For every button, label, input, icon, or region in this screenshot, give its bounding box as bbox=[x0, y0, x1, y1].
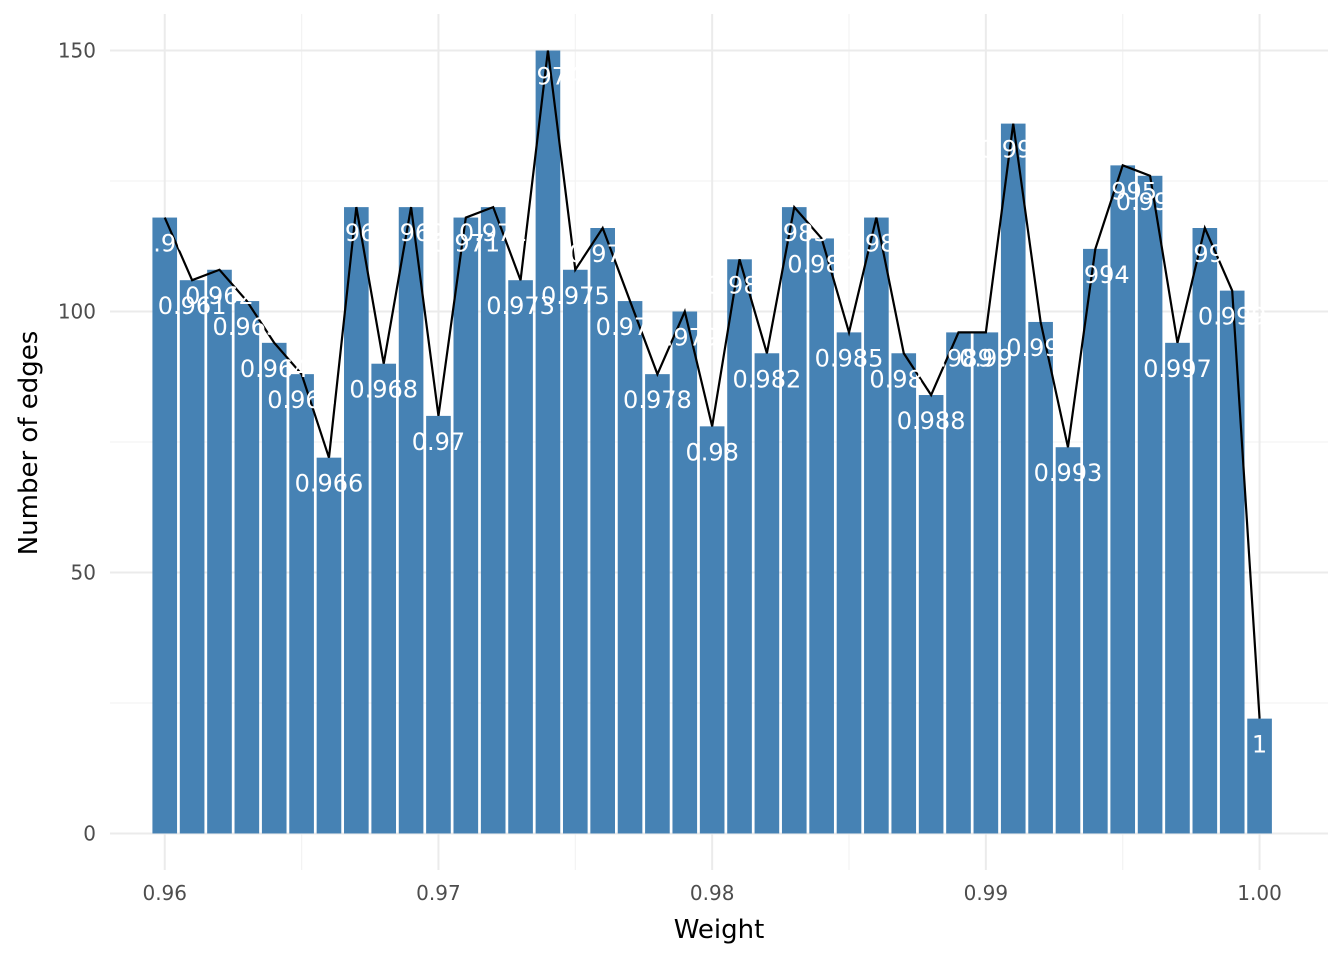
bar bbox=[289, 374, 314, 834]
bar bbox=[617, 301, 643, 834]
bar bbox=[179, 280, 205, 834]
bar-data-label: 0.998 bbox=[1170, 240, 1239, 268]
bar bbox=[1219, 290, 1245, 834]
bar-data-label: 0.999 bbox=[1198, 303, 1267, 331]
bar-data-label: 0.995 bbox=[1088, 177, 1157, 205]
bar bbox=[809, 238, 834, 834]
bar bbox=[234, 301, 260, 834]
bar-data-label: 0.97 bbox=[412, 428, 465, 456]
bar bbox=[946, 332, 971, 834]
bar bbox=[453, 217, 479, 834]
bar bbox=[1028, 321, 1053, 834]
bar bbox=[699, 426, 725, 834]
bar-data-label: 0.992 bbox=[1006, 334, 1075, 362]
bar-data-label: 0.981 bbox=[705, 271, 774, 299]
bar bbox=[1055, 447, 1081, 834]
bar-data-label: 0.968 bbox=[349, 376, 418, 404]
bar-data-label: 0.99 bbox=[959, 344, 1012, 372]
bar bbox=[754, 353, 780, 834]
bar bbox=[727, 259, 752, 834]
bar-data-label: 0.983 bbox=[760, 219, 829, 247]
bar bbox=[645, 374, 670, 834]
bar bbox=[398, 207, 424, 834]
bar bbox=[1110, 165, 1136, 834]
bar-data-label: 0.985 bbox=[815, 344, 884, 372]
bar-data-label: 0.989 bbox=[924, 344, 993, 372]
bar-data-label: 0.984 bbox=[787, 250, 856, 278]
bar-data-label: 0.974 bbox=[514, 63, 583, 91]
y-tick-label: 100 bbox=[58, 300, 96, 324]
bar bbox=[918, 395, 944, 834]
bar-data-label: 0.98 bbox=[685, 438, 738, 466]
bar bbox=[316, 457, 342, 834]
bar bbox=[344, 207, 369, 834]
bar bbox=[1247, 718, 1272, 834]
bar-data-label: 0.982 bbox=[733, 365, 802, 393]
bar bbox=[480, 207, 506, 834]
bar bbox=[1137, 175, 1163, 834]
bar-data-label: 0.988 bbox=[897, 407, 966, 435]
bar-data-label: 0.969 bbox=[377, 219, 446, 247]
bar bbox=[207, 269, 232, 834]
x-tick-label: 0.98 bbox=[690, 881, 735, 905]
bar bbox=[1192, 228, 1218, 834]
bar bbox=[562, 269, 588, 834]
x-axis-title: Weight bbox=[674, 915, 765, 945]
bar-data-label: 0.96 bbox=[138, 230, 191, 258]
bar-data-label: 0.994 bbox=[1061, 261, 1130, 289]
bar-data-label: 0.963 bbox=[212, 313, 281, 341]
bar-data-label: 0.997 bbox=[1143, 355, 1212, 383]
bar-data-label: 0.965 bbox=[267, 386, 336, 414]
axes: 0 50 100 150 0.96 0.97 0.98 0.99 1.00 bbox=[58, 39, 1282, 905]
bar-data-label: 0.993 bbox=[1034, 459, 1103, 487]
bar bbox=[864, 217, 889, 834]
bar-data-label: 0.976 bbox=[568, 240, 637, 268]
bars bbox=[152, 50, 1272, 834]
bar-data-label: 0.972 bbox=[459, 219, 528, 247]
bar-data-label: 0.987 bbox=[869, 365, 938, 393]
bar-data-label: 0.966 bbox=[295, 470, 364, 498]
bar-data-label: 0.996 bbox=[1116, 188, 1185, 216]
x-tick-label: 0.99 bbox=[964, 881, 1009, 905]
bar bbox=[261, 342, 287, 834]
bar-data-label: 0.977 bbox=[596, 313, 665, 341]
y-tick-label: 50 bbox=[71, 560, 96, 584]
bar bbox=[426, 415, 451, 834]
bar bbox=[508, 280, 533, 834]
bar-data-label: 0.971 bbox=[431, 230, 500, 258]
bar-data-label: 0.967 bbox=[322, 219, 391, 247]
bar bbox=[371, 363, 397, 834]
x-tick-label: 0.96 bbox=[142, 881, 187, 905]
bar bbox=[535, 50, 561, 834]
bar-data-label: 0.964 bbox=[240, 355, 309, 383]
x-tick-label: 1.00 bbox=[1237, 881, 1282, 905]
trend-line bbox=[163, 50, 1261, 719]
bar bbox=[590, 228, 615, 834]
bar-data-label: 0.979 bbox=[650, 324, 719, 352]
bar-data-label: 0.986 bbox=[842, 230, 911, 258]
bar-data-label: 1 bbox=[1252, 731, 1267, 759]
bar-data-label: 0.975 bbox=[541, 282, 610, 310]
bar-data-label: 0.961 bbox=[158, 292, 227, 320]
bar bbox=[152, 217, 178, 834]
bar bbox=[1083, 248, 1108, 834]
bar-labels: 0.960.9610.9620.9630.9640.9650.9660.9670… bbox=[138, 63, 1267, 759]
bar bbox=[1165, 342, 1190, 834]
bar bbox=[781, 207, 807, 834]
bar bbox=[1000, 123, 1026, 834]
y-tick-label: 150 bbox=[58, 39, 96, 63]
bar bbox=[891, 353, 917, 834]
bar bbox=[836, 332, 862, 834]
y-axis-title: Number of edges bbox=[14, 331, 44, 556]
y-tick-label: 0 bbox=[83, 821, 96, 845]
x-tick-label: 0.97 bbox=[416, 881, 461, 905]
bar bbox=[672, 311, 698, 834]
bar-data-label: 0.978 bbox=[623, 386, 692, 414]
bar-data-label: 0.962 bbox=[185, 282, 254, 310]
bar-data-label: 0.991 bbox=[979, 136, 1048, 164]
bar-data-label: 0.973 bbox=[486, 292, 555, 320]
trend-line-group bbox=[163, 50, 1261, 719]
bar bbox=[973, 332, 999, 834]
